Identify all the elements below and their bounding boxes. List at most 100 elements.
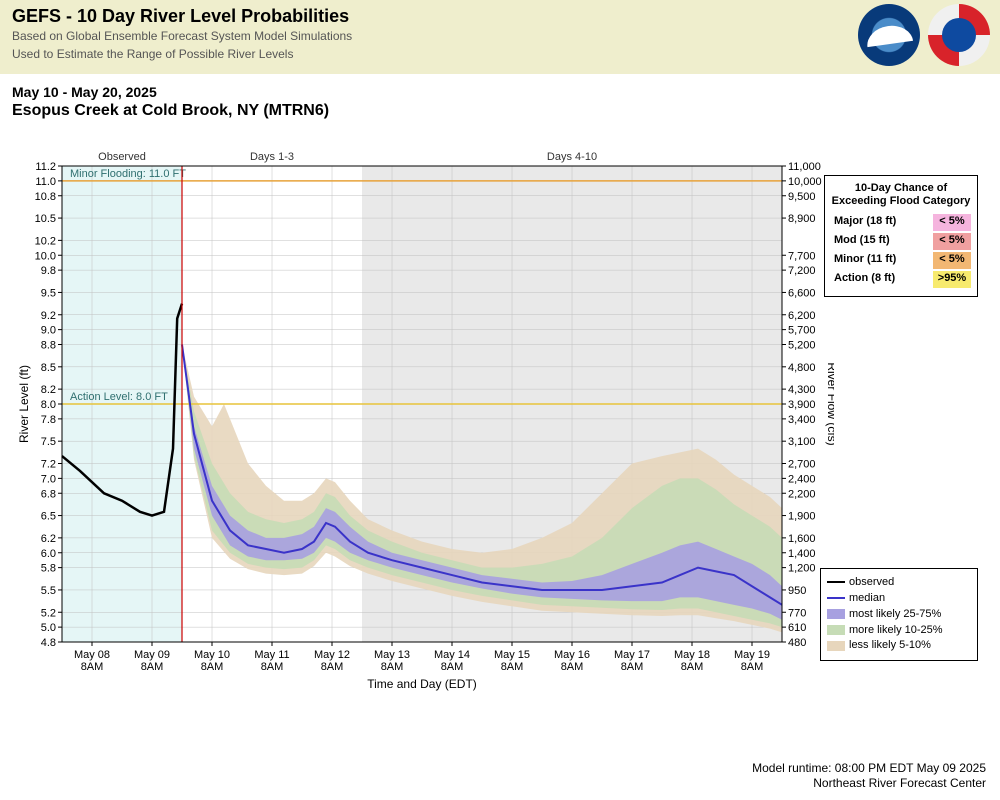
svg-text:7.5: 7.5 bbox=[41, 436, 56, 448]
svg-text:8.2: 8.2 bbox=[41, 384, 56, 396]
svg-text:1,900: 1,900 bbox=[788, 511, 816, 523]
svg-text:9.0: 9.0 bbox=[41, 325, 56, 337]
flood-percent: < 5% bbox=[933, 214, 971, 231]
flood-category: Mod (15 ft) bbox=[831, 233, 933, 250]
svg-text:5.0: 5.0 bbox=[41, 622, 56, 634]
svg-text:9.2: 9.2 bbox=[41, 310, 56, 322]
svg-text:Days 4-10: Days 4-10 bbox=[547, 151, 597, 163]
svg-text:8.5: 8.5 bbox=[41, 362, 56, 374]
station-name: Esopus Creek at Cold Brook, NY (MTRN6) bbox=[12, 102, 1000, 120]
chart-legend: observedmedianmost likely 25-75%more lik… bbox=[820, 568, 978, 661]
svg-text:1,600: 1,600 bbox=[788, 533, 816, 545]
flood-category: Major (18 ft) bbox=[831, 214, 933, 231]
legend-swatch-icon bbox=[827, 609, 845, 619]
svg-text:May 18: May 18 bbox=[674, 649, 710, 661]
svg-text:6.0: 6.0 bbox=[41, 548, 56, 560]
svg-text:8AM: 8AM bbox=[261, 661, 284, 673]
svg-text:6,200: 6,200 bbox=[788, 310, 816, 322]
flood-row: Major (18 ft)< 5% bbox=[831, 214, 971, 231]
agency-logos bbox=[858, 4, 990, 66]
flood-box-title: 10-Day Chance of Exceeding Flood Categor… bbox=[831, 182, 971, 208]
svg-text:May 15: May 15 bbox=[494, 649, 530, 661]
svg-text:May 08: May 08 bbox=[74, 649, 110, 661]
flood-category: Action (8 ft) bbox=[831, 271, 933, 288]
svg-text:3,900: 3,900 bbox=[788, 399, 816, 411]
svg-text:10,000: 10,000 bbox=[788, 176, 822, 188]
legend-swatch-icon bbox=[827, 625, 845, 635]
svg-text:May 17: May 17 bbox=[614, 649, 650, 661]
svg-text:8AM: 8AM bbox=[501, 661, 524, 673]
svg-text:950: 950 bbox=[788, 585, 806, 597]
legend-label: median bbox=[849, 591, 885, 606]
svg-text:11,000: 11,000 bbox=[788, 161, 821, 173]
svg-text:2,400: 2,400 bbox=[788, 473, 816, 485]
svg-text:May 13: May 13 bbox=[374, 649, 410, 661]
svg-text:9.8: 9.8 bbox=[41, 265, 56, 277]
subtitle-2: Used to Estimate the Range of Possible R… bbox=[12, 47, 988, 63]
nws-logo-icon bbox=[928, 4, 990, 66]
legend-label: more likely 10-25% bbox=[849, 623, 943, 638]
legend-label: most likely 25-75% bbox=[849, 607, 941, 622]
flood-percent: < 5% bbox=[933, 233, 971, 250]
legend-swatch-icon bbox=[827, 593, 845, 603]
header: GEFS - 10 Day River Level Probabilities … bbox=[0, 0, 1000, 74]
svg-text:Time and Day (EDT): Time and Day (EDT) bbox=[367, 677, 477, 691]
footer: Model runtime: 08:00 PM EDT May 09 2025 … bbox=[752, 761, 986, 792]
svg-text:9.5: 9.5 bbox=[41, 287, 56, 299]
svg-text:5,200: 5,200 bbox=[788, 340, 816, 352]
svg-text:4.8: 4.8 bbox=[41, 637, 56, 649]
flood-row: Mod (15 ft)< 5% bbox=[831, 233, 971, 250]
subtitle-1: Based on Global Ensemble Forecast System… bbox=[12, 29, 988, 45]
svg-text:11.2: 11.2 bbox=[35, 161, 56, 173]
legend-label: less likely 5-10% bbox=[849, 638, 931, 653]
svg-text:3,400: 3,400 bbox=[788, 414, 816, 426]
svg-text:8.0: 8.0 bbox=[41, 399, 56, 411]
date-range: May 10 - May 20, 2025 bbox=[12, 84, 1000, 100]
forecast-center: Northeast River Forecast Center bbox=[752, 776, 986, 792]
svg-text:7.0: 7.0 bbox=[41, 473, 56, 485]
svg-text:Observed: Observed bbox=[98, 151, 146, 163]
svg-text:3,100: 3,100 bbox=[788, 436, 816, 448]
svg-text:7,700: 7,700 bbox=[788, 250, 816, 262]
legend-swatch-icon bbox=[827, 641, 845, 651]
legend-item: most likely 25-75% bbox=[827, 607, 973, 622]
svg-text:Minor Flooding: 11.0 FT: Minor Flooding: 11.0 FT bbox=[70, 168, 186, 180]
svg-text:2,700: 2,700 bbox=[788, 459, 816, 471]
svg-text:5.8: 5.8 bbox=[41, 563, 56, 575]
svg-text:9,500: 9,500 bbox=[788, 191, 816, 203]
svg-text:7.8: 7.8 bbox=[41, 414, 56, 426]
svg-text:6,600: 6,600 bbox=[788, 287, 816, 299]
svg-text:May 14: May 14 bbox=[434, 649, 470, 661]
svg-text:5,700: 5,700 bbox=[788, 325, 816, 337]
svg-text:10.0: 10.0 bbox=[35, 250, 56, 262]
svg-text:5.2: 5.2 bbox=[41, 607, 56, 619]
svg-text:8AM: 8AM bbox=[681, 661, 704, 673]
svg-text:4,300: 4,300 bbox=[788, 384, 816, 396]
svg-text:6.2: 6.2 bbox=[41, 533, 56, 545]
svg-text:10.8: 10.8 bbox=[35, 191, 56, 203]
flood-category: Minor (11 ft) bbox=[831, 252, 933, 269]
svg-text:8.8: 8.8 bbox=[41, 340, 56, 352]
svg-text:May 16: May 16 bbox=[554, 649, 590, 661]
legend-item: more likely 10-25% bbox=[827, 623, 973, 638]
legend-item: observed bbox=[827, 575, 973, 590]
svg-text:610: 610 bbox=[788, 622, 806, 634]
svg-text:River Flow (cfs): River Flow (cfs) bbox=[825, 362, 834, 445]
svg-text:5.5: 5.5 bbox=[41, 585, 56, 597]
svg-text:8AM: 8AM bbox=[441, 661, 464, 673]
svg-text:Days 1-3: Days 1-3 bbox=[250, 151, 294, 163]
svg-text:1,200: 1,200 bbox=[788, 563, 816, 575]
flood-percent: < 5% bbox=[933, 252, 971, 269]
svg-text:2,200: 2,200 bbox=[788, 488, 816, 500]
flood-row: Action (8 ft)>95% bbox=[831, 271, 971, 288]
svg-text:May 09: May 09 bbox=[134, 649, 170, 661]
svg-text:7.2: 7.2 bbox=[41, 459, 56, 471]
svg-text:480: 480 bbox=[788, 637, 806, 649]
svg-text:11.0: 11.0 bbox=[35, 176, 56, 188]
svg-text:1,400: 1,400 bbox=[788, 548, 816, 560]
svg-text:8AM: 8AM bbox=[561, 661, 584, 673]
flood-percent: >95% bbox=[933, 271, 971, 288]
svg-text:8,900: 8,900 bbox=[788, 213, 816, 225]
legend-label: observed bbox=[849, 575, 894, 590]
legend-swatch-icon bbox=[827, 577, 845, 587]
